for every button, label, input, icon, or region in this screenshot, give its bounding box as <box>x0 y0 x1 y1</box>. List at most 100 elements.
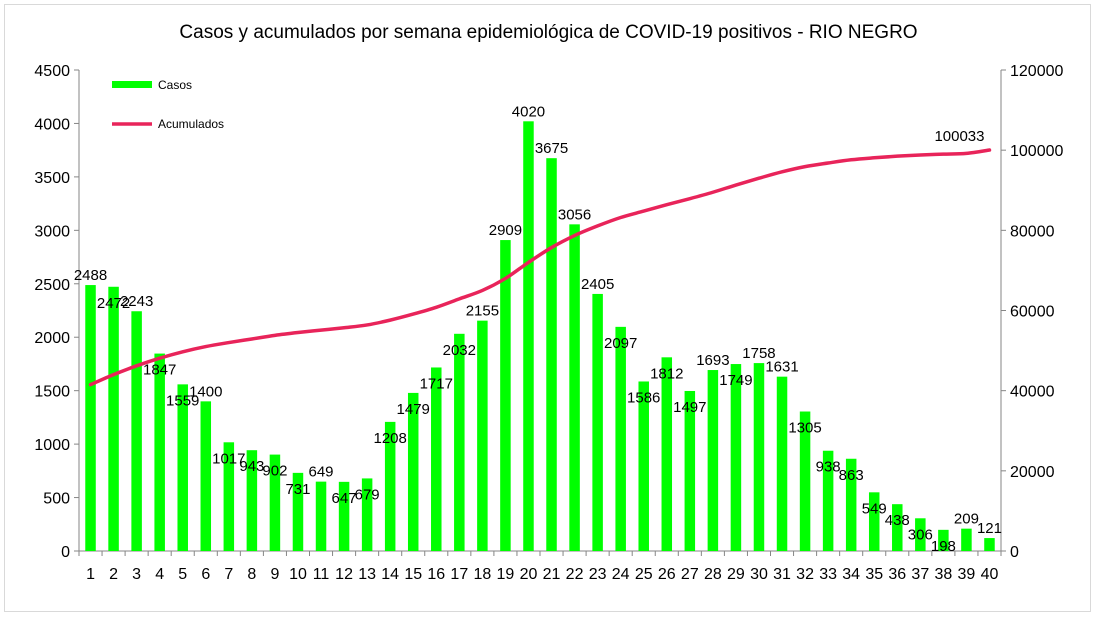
y-right-tick-label: 0 <box>1010 544 1019 561</box>
data-label-casos: 2097 <box>604 335 637 352</box>
bar-casos <box>984 538 995 551</box>
x-tick-label: 12 <box>335 566 353 583</box>
x-tick-label: 1 <box>86 566 95 583</box>
x-tick-label: 7 <box>224 566 233 583</box>
bar-casos <box>822 450 834 551</box>
bar-casos <box>500 240 511 551</box>
bar-casos <box>961 528 972 551</box>
bar-casos <box>361 478 373 551</box>
data-label-casos: 1208 <box>373 430 406 447</box>
x-tick-label: 13 <box>358 566 376 583</box>
data-label-casos: 2032 <box>443 342 476 359</box>
bar-casos <box>915 518 926 551</box>
data-label-casos: 2155 <box>466 303 499 320</box>
x-tick-label: 19 <box>497 566 515 583</box>
x-tick-label: 6 <box>201 566 210 583</box>
data-label-casos: 1017 <box>212 450 245 467</box>
data-label-casos: 647 <box>332 490 357 507</box>
x-tick-label: 24 <box>612 566 630 583</box>
data-label-casos: 1812 <box>650 365 683 382</box>
x-tick-label: 32 <box>796 566 814 583</box>
data-label-casos: 1559 <box>166 392 199 409</box>
data-label-casos: 3056 <box>558 206 591 223</box>
x-tick-label: 14 <box>381 566 399 583</box>
x-tick-label: 23 <box>589 566 607 583</box>
data-label-casos: 1497 <box>673 399 706 416</box>
bar-casos <box>454 333 465 551</box>
x-tick-label: 29 <box>727 566 745 583</box>
x-tick-label: 31 <box>773 566 791 583</box>
y-left-tick-label: 1500 <box>34 384 70 401</box>
data-label-casos: 731 <box>285 481 310 498</box>
y-left-tick-label: 2500 <box>34 277 70 294</box>
bar-casos <box>384 421 396 551</box>
y-right-tick-label: 120000 <box>1010 63 1063 80</box>
bar-casos <box>431 367 442 551</box>
data-label-casos: 943 <box>239 458 264 475</box>
y-left-tick-label: 4000 <box>34 116 70 133</box>
data-label-casos: 1479 <box>397 401 430 418</box>
bar-casos <box>845 458 857 551</box>
data-label-casos: 3675 <box>535 140 568 157</box>
bar-casos <box>154 353 165 551</box>
bar-casos <box>684 390 696 551</box>
data-label-casos: 4020 <box>512 103 545 120</box>
bar-casos <box>638 381 649 551</box>
y-left-tick-label: 3500 <box>34 170 70 187</box>
bar-casos <box>338 481 350 551</box>
legend-label-casos: Casos <box>158 78 192 92</box>
x-tick-label: 17 <box>450 566 468 583</box>
x-tick-label: 22 <box>566 566 584 583</box>
data-label-casos: 649 <box>309 464 334 481</box>
data-label-casos: 1749 <box>719 372 752 389</box>
data-label-casos: 198 <box>931 538 956 555</box>
data-label-casos: 1693 <box>696 352 729 369</box>
data-label-casos: 2243 <box>120 293 153 310</box>
bar-casos <box>477 320 488 551</box>
y-left-tick-label: 500 <box>43 491 70 508</box>
data-label-casos: 1717 <box>420 375 453 392</box>
x-tick-label: 38 <box>934 566 952 583</box>
y-right-tick-label: 20000 <box>1010 464 1055 481</box>
x-tick-label: 16 <box>427 566 445 583</box>
data-label-casos: 1758 <box>742 345 775 362</box>
x-tick-label: 8 <box>247 566 256 583</box>
bar-casos <box>108 286 119 551</box>
bar-casos <box>868 492 880 551</box>
x-tick-label: 9 <box>270 566 279 583</box>
x-tick-label: 25 <box>635 566 653 583</box>
line-series-acumulados <box>88 148 992 387</box>
bar-casos <box>200 401 212 551</box>
x-tick-label: 39 <box>958 566 976 583</box>
y-left-tick-label: 3000 <box>34 223 70 240</box>
data-label-casos: 549 <box>862 500 887 517</box>
x-tick-label: 15 <box>404 566 422 583</box>
x-tick-label: 5 <box>178 566 187 583</box>
line-acumulados <box>88 148 992 387</box>
y-right-tick-label: 80000 <box>1010 223 1055 240</box>
bar-casos <box>246 450 258 551</box>
data-label-casos: 863 <box>839 467 864 484</box>
data-label-casos: 2909 <box>489 222 522 239</box>
y-right-tick-label: 40000 <box>1010 384 1055 401</box>
bar-casos <box>523 121 534 551</box>
x-tick-label: 37 <box>911 566 929 583</box>
x-tick-label: 20 <box>520 566 538 583</box>
x-tick-label: 30 <box>750 566 768 583</box>
bar-casos <box>707 370 719 551</box>
x-tick-label: 28 <box>704 566 722 583</box>
x-tick-label: 2 <box>109 566 118 583</box>
bar-casos <box>730 364 742 551</box>
x-tick-label: 3 <box>132 566 141 583</box>
data-label-casos: 2472 <box>97 295 130 312</box>
bar-casos <box>799 411 811 551</box>
chart-title: Casos y acumulados por semana epidemioló… <box>179 22 918 43</box>
data-label-casos: 938 <box>816 459 841 476</box>
data-label-casos: 2488 <box>74 267 107 284</box>
bar-casos <box>131 311 142 551</box>
data-label-casos: 902 <box>262 463 287 480</box>
bar-casos <box>753 363 765 551</box>
x-tick-label: 26 <box>658 566 676 583</box>
